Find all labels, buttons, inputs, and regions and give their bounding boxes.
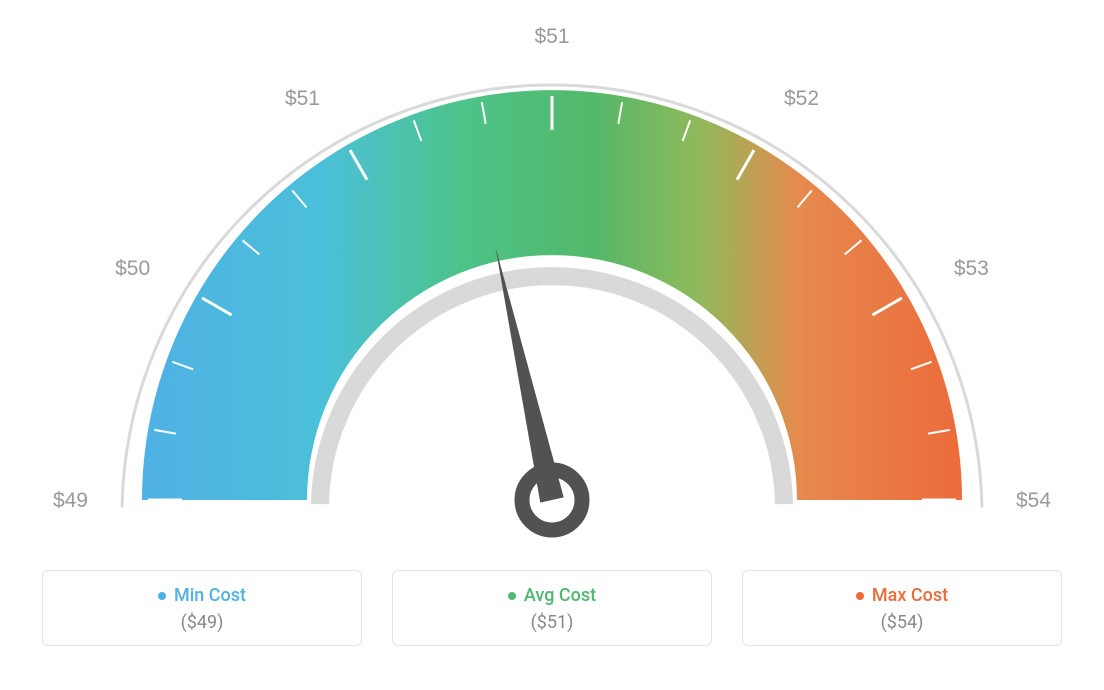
gauge-svg: $49 $50 $51 $51 $52 $53 $54 bbox=[0, 0, 1104, 560]
legend-min-dot bbox=[158, 592, 166, 600]
legend-avg-label: Avg Cost bbox=[524, 585, 596, 606]
legend-min-value: ($49) bbox=[53, 612, 351, 633]
svg-text:$49: $49 bbox=[53, 489, 88, 512]
legend-max-label: Max Cost bbox=[872, 585, 948, 606]
legend-avg-card: Avg Cost ($51) bbox=[392, 570, 712, 646]
cost-gauge: $49 $50 $51 $51 $52 $53 $54 bbox=[0, 0, 1104, 560]
svg-text:$50: $50 bbox=[115, 257, 150, 280]
svg-text:$51: $51 bbox=[285, 87, 320, 110]
legend-avg-value: ($51) bbox=[403, 612, 701, 633]
svg-text:$51: $51 bbox=[534, 25, 569, 48]
svg-text:$54: $54 bbox=[1016, 489, 1051, 512]
legend-min-card: Min Cost ($49) bbox=[42, 570, 362, 646]
svg-text:$52: $52 bbox=[784, 87, 819, 110]
legend-row: Min Cost ($49) Avg Cost ($51) Max Cost (… bbox=[0, 560, 1104, 646]
svg-text:$53: $53 bbox=[954, 257, 989, 280]
legend-max-card: Max Cost ($54) bbox=[742, 570, 1062, 646]
legend-max-value: ($54) bbox=[753, 612, 1051, 633]
legend-max-dot bbox=[856, 592, 864, 600]
legend-min-label: Min Cost bbox=[174, 585, 246, 606]
legend-avg-dot bbox=[508, 592, 516, 600]
